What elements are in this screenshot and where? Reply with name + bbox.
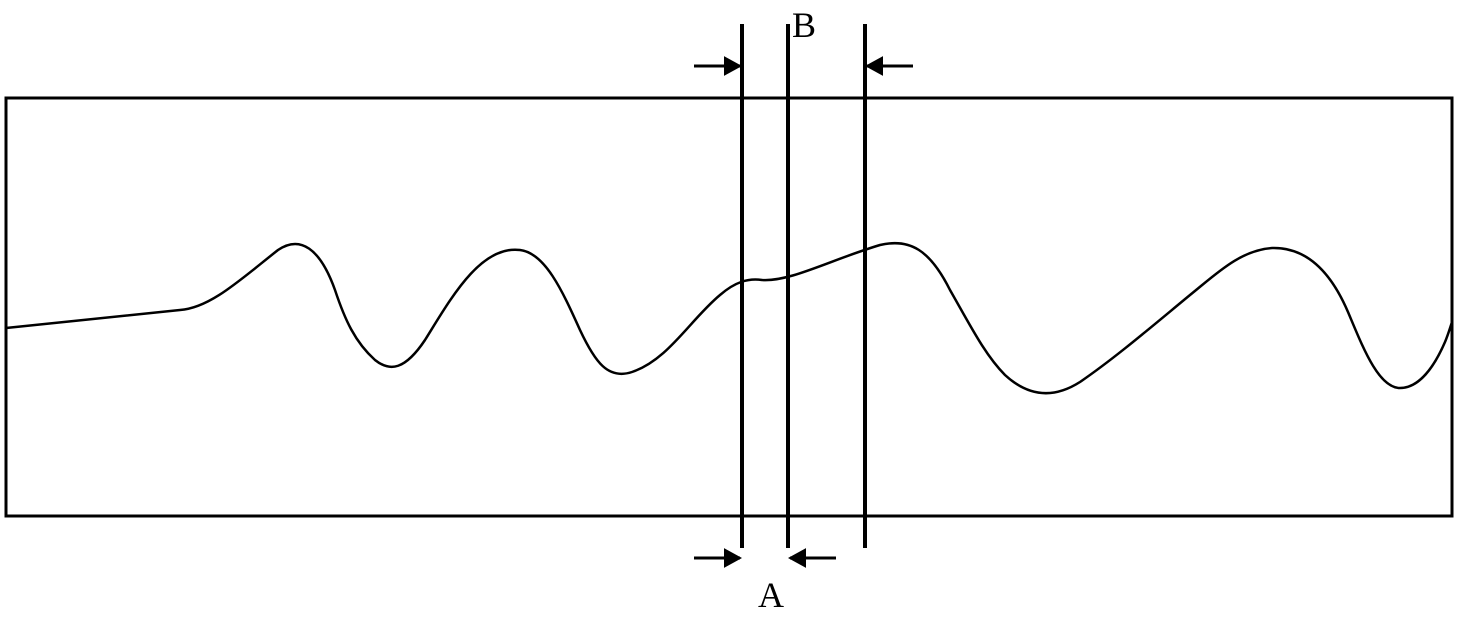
dimension-label-b: B — [792, 4, 816, 46]
waveform-diagram — [0, 0, 1458, 613]
dimension-label-a: A — [758, 574, 784, 616]
diagram-svg — [0, 0, 1458, 613]
